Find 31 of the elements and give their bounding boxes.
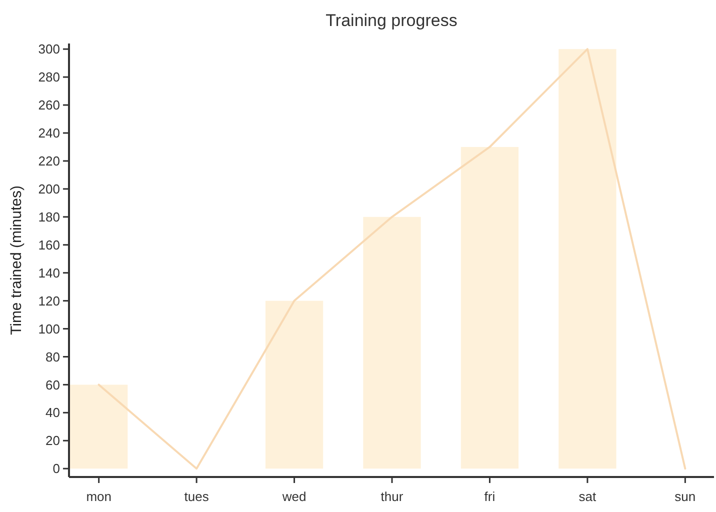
y-tick-label: 80 [46,349,60,364]
y-tick-label: 260 [38,98,60,113]
bar [265,300,324,469]
chart-title: Training progress [326,11,458,30]
x-tick-label: sun [674,489,696,504]
y-tick-label: 120 [38,293,60,308]
y-tick-label: 0 [52,461,60,476]
bar [460,146,519,469]
y-axis-title: Time trained (minutes) [8,186,25,335]
y-tick-label: 220 [38,154,60,169]
x-tick-label: thur [380,489,404,504]
y-tick-label: 140 [38,265,60,280]
y-tick-label: 280 [38,70,60,85]
y-tick-label: 20 [46,433,60,448]
line-series [98,48,686,470]
x-tick-label: mon [86,489,112,504]
bar [363,216,421,469]
x-tick-label: tues [184,489,210,504]
y-tick-label: 40 [46,405,60,420]
y-tick-label: 240 [38,126,60,141]
y-tick-label: 60 [46,377,60,392]
x-tick-label: wed [281,489,306,504]
y-tick-label: 300 [38,42,60,57]
x-tick-label: sat [578,489,597,504]
y-tick-label: 100 [38,321,60,336]
y-tick-label: 160 [38,237,60,252]
bar [558,49,616,469]
y-tick-label: 180 [38,209,60,224]
y-tick-label: 200 [38,181,60,196]
x-tick-label: fri [484,489,496,504]
bar [70,384,128,469]
